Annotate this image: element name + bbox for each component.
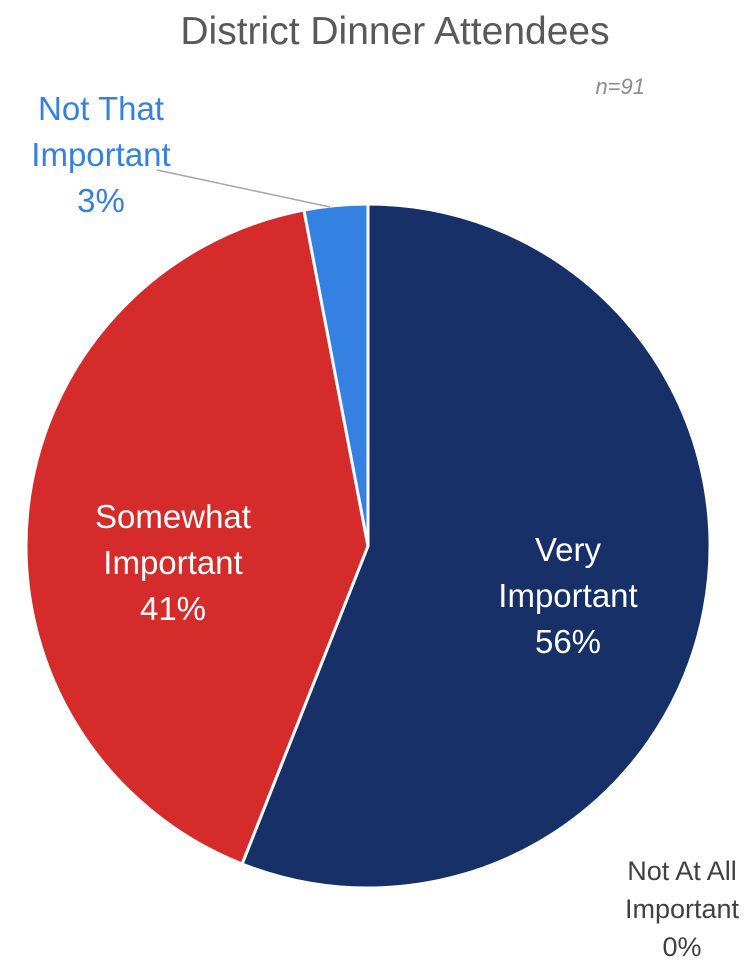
slice-label-line: Important [625, 894, 740, 924]
pie-slice-not-that-important [302, 202, 370, 548]
slice-percent: 3% [77, 182, 125, 219]
slice-label-line: Very [535, 531, 602, 568]
slice-label: Very Important 56% [498, 531, 637, 660]
slice-labels: Very Important 56% Not At All Important 0% Som… [31, 90, 739, 962]
slice-label-line: Important [31, 136, 170, 173]
slice-label-line: Somewhat [95, 498, 251, 535]
slice-label-line: Not At All [627, 856, 737, 886]
pie-slice-very-important [240, 202, 712, 890]
pie-slice-somewhat-important [24, 208, 370, 866]
pie-slices [24, 202, 712, 890]
slice-label-line: Important [498, 577, 637, 614]
leader-line [156, 169, 331, 208]
chart-title: District Dinner Attendees [180, 10, 609, 53]
slice-percent: 56% [535, 623, 601, 660]
slice-percent: 41% [140, 590, 206, 627]
slice-label: Somewhat Important 41% [95, 498, 251, 627]
slice-label-line: Important [103, 544, 242, 581]
slice-label-line: Not That [38, 90, 164, 127]
sample-size-note: n=91 [595, 74, 645, 99]
slice-percent: 0% [662, 932, 701, 962]
slice-label: Not At All Important 0% [625, 856, 740, 962]
slice-label: Not That Important 3% [31, 90, 170, 219]
